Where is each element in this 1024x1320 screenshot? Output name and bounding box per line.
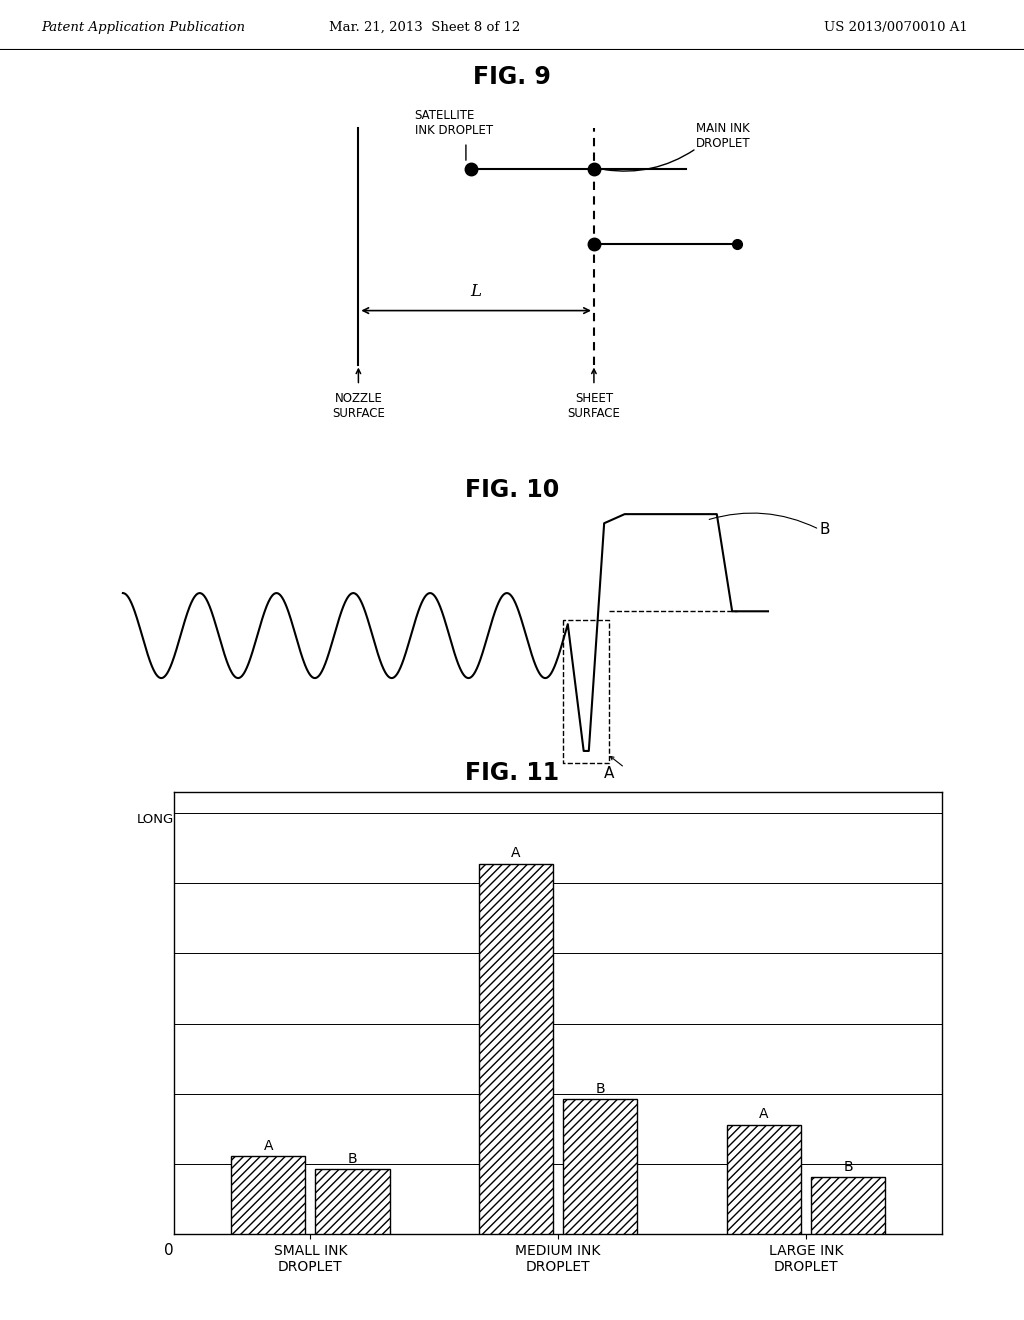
Text: FIG. 9: FIG. 9 — [473, 65, 551, 90]
Text: B: B — [843, 1160, 853, 1173]
Text: FIG. 11: FIG. 11 — [465, 762, 559, 785]
Text: A: A — [511, 846, 521, 861]
Text: A: A — [759, 1107, 768, 1121]
Text: B: B — [347, 1151, 357, 1166]
Text: LONG: LONG — [137, 813, 174, 826]
Text: NOZZLE
SURFACE: NOZZLE SURFACE — [332, 392, 385, 420]
Text: MAIN INK
DROPLET: MAIN INK DROPLET — [696, 121, 751, 150]
Text: A: A — [263, 1139, 273, 1152]
Bar — [563, 1100, 637, 1234]
Text: L: L — [471, 284, 481, 300]
Text: SATELLITE
INK DROPLET: SATELLITE INK DROPLET — [415, 110, 493, 137]
Text: SHEET
SURFACE: SHEET SURFACE — [567, 392, 621, 420]
Bar — [231, 1156, 305, 1234]
Text: B: B — [595, 1082, 605, 1096]
Text: Mar. 21, 2013  Sheet 8 of 12: Mar. 21, 2013 Sheet 8 of 12 — [330, 21, 520, 34]
Text: US 2013/0070010 A1: US 2013/0070010 A1 — [824, 21, 968, 34]
Text: 0: 0 — [165, 1243, 174, 1258]
Bar — [315, 1170, 389, 1234]
Bar — [727, 1125, 801, 1234]
Bar — [479, 863, 553, 1234]
Text: Patent Application Publication: Patent Application Publication — [41, 21, 245, 34]
Text: A: A — [604, 766, 614, 781]
Text: B: B — [819, 521, 829, 537]
Bar — [811, 1177, 885, 1234]
Text: FIG. 10: FIG. 10 — [465, 478, 559, 502]
